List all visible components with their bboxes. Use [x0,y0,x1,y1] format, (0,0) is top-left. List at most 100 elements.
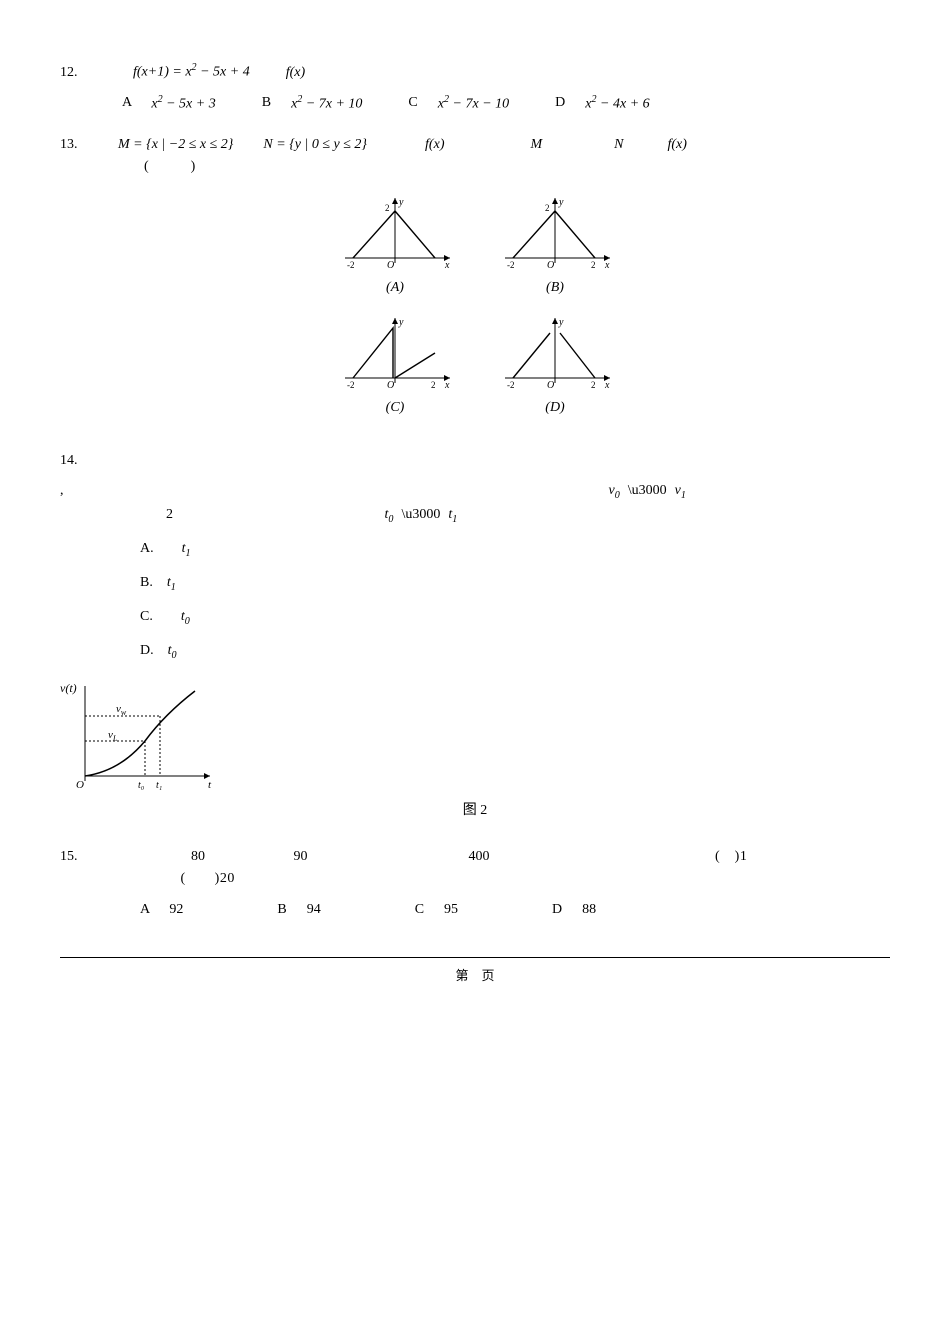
s: 1 [452,514,457,525]
svg-text:v(t): v(t) [60,681,77,695]
q13-g2 [241,134,255,156]
q15-l1a [96,846,183,868]
opt-suf [177,643,322,658]
opt-val: 95 [444,899,472,921]
q13-fig-a[interactable]: y x O -2 2 (A) [335,193,455,299]
q14-figure: v(t) t O vw vL t₀ t₁ 图 2 [60,676,890,822]
svg-text:2: 2 [591,260,596,270]
q14-opt-c[interactable]: C. t0 [140,606,890,630]
q13-stem-line2: ( ) [108,156,890,178]
q13-g3 [375,134,417,156]
q15-stem-line1: 15. 80 90 400 ( )1 [60,846,890,868]
opt-key: B [277,899,300,921]
question-15: 15. 80 90 400 ( )1 ( )20 A 92 B 94 C 95 … [60,846,890,921]
q13-g7 [695,134,765,156]
svg-text:y: y [398,197,404,208]
q13-Msym: M [530,134,542,156]
svg-text:x: x [604,260,610,271]
q15-90: 90 [294,846,308,868]
q13-number: 13. [60,134,88,156]
svg-text:x: x [604,380,610,391]
q13-g5 [550,134,606,156]
q15-80: 80 [191,846,205,868]
question-13: 13. M = {x | −2 ≤ x ≤ 2} N = {y | 0 ≤ y … [60,134,890,420]
q15-opt-a[interactable]: A 92 [140,899,197,921]
svg-text:O: O [387,260,394,271]
graph-a-icon: y x O -2 2 [335,193,455,273]
q13-g1 [96,134,110,156]
q12-options: A x2 − 5x + 3 B x2 − 7x + 10 C x2 − 7x −… [108,92,890,116]
s: 0 [388,514,393,525]
q12-opt-c[interactable]: C x2 − 7x − 10 [394,92,509,116]
q14-v0: v0 [609,480,620,504]
opt-key: D [552,899,576,921]
q13-Nsym: N [614,134,623,156]
graph-d-icon: y x O -2 2 [495,313,615,393]
q13-label-d: (D) [495,397,615,419]
opt-expr: x2 − 5x + 3 [151,92,215,116]
q13-g6 [632,134,660,156]
opt-expr: x2 − 7x + 10 [291,92,362,116]
q13-fig-d[interactable]: y x O -2 2 (D) [495,313,615,419]
svg-text:O: O [547,260,554,271]
q13-fx2: f(x) [668,134,687,156]
q13-fig-c[interactable]: y x O -2 2 (C) [335,313,455,419]
q13-fx1: f(x) [425,134,444,156]
question-12: 12. f(x+1) = x2 − 5x + 4 f(x) A x2 − 5x … [60,60,890,116]
q13-M: M = {x | −2 ≤ x ≤ 2} [118,134,233,156]
opt-key: B. [140,575,167,590]
svg-text:y: y [558,197,564,208]
t2: − 7x + 10 [302,97,362,112]
q14-opt-d[interactable]: D. t0 [140,640,890,664]
opt-sym: t1 [167,575,176,590]
q12-opt-a[interactable]: A x2 − 5x + 3 [108,92,216,116]
q13-paren: ( ) [144,156,209,178]
page-number: 第 页 [455,968,494,983]
svg-text:t: t [208,779,212,791]
svg-text:O: O [76,779,84,791]
q13-figs-row1: y x O -2 2 (A) y x O -2 2 2 (B) [60,193,890,299]
svg-text:x: x [444,380,450,391]
q12-number: 12. [60,62,88,84]
svg-text:t₁: t₁ [156,780,162,791]
q14-opt-b[interactable]: B. t1 [140,572,890,596]
svg-text:x: x [444,260,450,271]
opt-key: C [415,899,438,921]
q12-expr-a: f(x+1) = x [133,65,192,80]
q15-l1c [316,846,461,868]
t2: − 5x + 3 [163,97,216,112]
q15-opt-c[interactable]: C 95 [415,899,472,921]
opt-pre [168,541,182,556]
q13-figs-row2: y x O -2 2 (C) y x O -2 2 (D) [60,313,890,419]
opt-sym: t0 [168,643,177,658]
q13-label-b: (B) [495,277,615,299]
q14-stem-line1: 14. , v0 \u3000 v1 [60,450,890,504]
svg-text:-2: -2 [507,260,515,270]
opt-suf [191,541,322,556]
graph-b-icon: y x O -2 2 2 [495,193,615,273]
vt-graph-icon: v(t) t O vw vL t₀ t₁ [60,676,220,796]
svg-text:t₀: t₀ [138,780,145,791]
q14-number: 14. [60,450,88,472]
q15-opt-b[interactable]: B 94 [277,899,334,921]
q12-expr-b: − 5x + 4 [197,65,278,80]
opt-key: C [394,92,431,116]
svg-text:y: y [558,317,564,328]
page-footer: 第 页 [60,957,890,987]
q15-opt-d[interactable]: D 88 [552,899,610,921]
q14-opt-a[interactable]: A. t1 [140,538,890,562]
q13-fig-b[interactable]: y x O -2 2 2 (B) [495,193,615,299]
question-14: 14. , v0 \u3000 v1 2 t0 \u3000 t1 A. t1 … [60,450,890,822]
q12-opt-d[interactable]: D x2 − 4x + 6 [541,92,650,116]
q14-l1b: , [60,480,601,502]
svg-text:y: y [398,317,404,328]
opt-val: 88 [582,899,610,921]
q14-t1: t1 [448,504,457,528]
svg-text:-2: -2 [347,260,355,270]
q14-sep1: \u3000 [628,480,667,502]
svg-text:2: 2 [385,203,390,213]
opt-key: C. [140,609,167,624]
opt-key: B [248,92,285,116]
q12-opt-b[interactable]: B x2 − 7x + 10 [248,92,363,116]
opt-expr: x2 − 7x − 10 [438,92,509,116]
